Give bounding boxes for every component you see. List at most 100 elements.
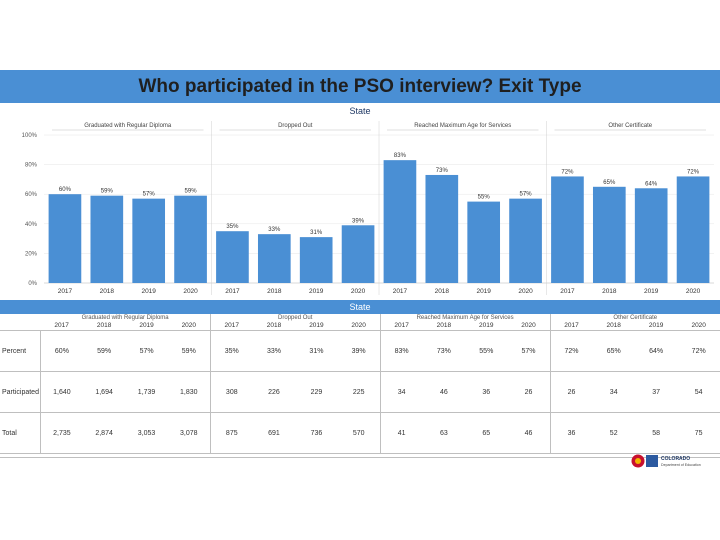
data-label: 35%	[226, 224, 239, 230]
table-cell: 52	[592, 412, 635, 454]
table-cell: 875	[209, 412, 253, 454]
x-tick-label: 2020	[518, 288, 533, 295]
y-tick-label: 20%	[25, 251, 38, 257]
x-tick-label: 2017	[225, 288, 240, 295]
table-cell: 308	[209, 371, 253, 413]
table-cell: 59%	[82, 330, 126, 372]
table-cell: 1,694	[82, 371, 126, 413]
x-tick-label: 2017	[58, 288, 73, 295]
data-label: 57%	[520, 192, 533, 198]
x-tick-label: 2017	[393, 288, 408, 295]
table-cell: 72%	[549, 330, 593, 372]
table-cell: 34	[379, 371, 423, 413]
table-cell: 57%	[507, 330, 551, 372]
table-cell: 31%	[295, 330, 338, 372]
table-cell: 36	[465, 371, 508, 413]
x-tick-label: 2019	[309, 288, 324, 295]
page-title: Who participated in the PSO interview? E…	[0, 70, 720, 103]
table-row: Total 2,735 2,874 3,053 3,078 875 691 736 570 41 6…	[0, 412, 720, 454]
table-year-header: 2019	[295, 321, 338, 331]
table-cell: 72%	[677, 330, 720, 372]
table-cell: 35%	[209, 330, 253, 372]
x-tick-label: 2020	[351, 288, 366, 295]
table-year-header: 2019	[125, 321, 168, 331]
table-year-header: 2019	[634, 321, 678, 331]
x-tick-label: 2019	[476, 288, 491, 295]
data-label: 33%	[268, 227, 281, 233]
colorado-education-logo: COLORADO Department of Education	[631, 454, 701, 468]
x-tick-label: 2018	[267, 288, 282, 295]
table-cell: 570	[337, 412, 381, 454]
table-cell: 2,735	[39, 412, 83, 454]
bar	[551, 176, 584, 283]
data-label: 83%	[394, 153, 407, 159]
table-cell: 54	[677, 371, 720, 413]
bar	[634, 188, 668, 283]
y-tick-label: 40%	[25, 222, 38, 228]
table-cell: 73%	[422, 330, 466, 372]
row-label: Participated	[0, 371, 41, 413]
x-tick-label: 2020	[183, 288, 198, 295]
table-cell: 37	[634, 371, 678, 413]
table-cell: 65	[465, 412, 508, 454]
bar	[676, 176, 710, 283]
data-label: 55%	[478, 195, 491, 201]
panel-header: Reached Maximum Age for Services	[414, 123, 511, 129]
table-corner	[0, 314, 40, 321]
chart-label: State	[349, 106, 370, 116]
table-cell: 226	[252, 371, 296, 413]
table-cell: 64%	[634, 330, 678, 372]
table-year-header: 2020	[167, 321, 211, 331]
divider	[0, 457, 720, 458]
data-table: Graduated with Regular Diploma Dropped Ou…	[0, 314, 720, 454]
table-year-header-row: 2017 2018 2019 2020 2017 2018 2019 2020 2017 2018…	[0, 321, 720, 331]
data-label: 31%	[310, 230, 323, 236]
table-year-header: 2017	[40, 321, 83, 331]
bar	[216, 231, 249, 283]
table-year-header: 2017	[209, 321, 253, 331]
bar-chart: State 0% 20% 40% 60% 80% 100% Graduated with Re…	[22, 106, 714, 295]
table-cell: 691	[252, 412, 296, 454]
x-tick-label: 2017	[560, 288, 575, 295]
y-tick-label: 60%	[25, 192, 38, 198]
table-cell: 3,053	[125, 412, 168, 454]
table-cell: 225	[337, 371, 381, 413]
table-cell: 33%	[252, 330, 296, 372]
table-year-header: 2020	[337, 321, 381, 331]
logo-line-1: COLORADO	[661, 456, 690, 462]
table-cell: 36	[549, 412, 593, 454]
data-label: 57%	[143, 192, 156, 198]
x-tick-label: 2018	[100, 288, 115, 295]
bar	[90, 195, 124, 283]
table-cell: 63	[422, 412, 466, 454]
bar	[383, 160, 417, 283]
data-label: 59%	[185, 189, 198, 195]
table-cell: 26	[549, 371, 593, 413]
data-label: 59%	[101, 189, 114, 195]
x-tick-label: 2020	[686, 288, 701, 295]
table-corner	[0, 321, 41, 331]
table-year-header: 2017	[379, 321, 423, 331]
x-tick-label: 2018	[435, 288, 450, 295]
panel-header: Dropped Out	[278, 123, 313, 129]
x-tick-label: 2018	[602, 288, 617, 295]
table-cell: 1,830	[167, 371, 211, 413]
bar	[341, 225, 375, 283]
table-cell: 60%	[39, 330, 83, 372]
table-year-header: 2018	[82, 321, 126, 331]
table-cell: 59%	[167, 330, 211, 372]
table-cell: 58	[634, 412, 678, 454]
table-cell: 34	[592, 371, 635, 413]
table-group-header-row: Graduated with Regular Diploma Dropped Ou…	[0, 314, 720, 321]
panel-header: Other Certificate	[608, 123, 652, 129]
table-row: Percent 60% 59% 57% 59% 35% 33% 31% 39% 83% 73% 55%…	[0, 330, 720, 372]
table-cell: 3,078	[167, 412, 211, 454]
table-cell: 75	[677, 412, 720, 454]
bar	[299, 237, 333, 283]
table-cell: 26	[507, 371, 551, 413]
bar	[509, 198, 542, 283]
data-label: 72%	[561, 169, 574, 175]
table-year-header: 2019	[465, 321, 508, 331]
y-tick-label: 0%	[28, 281, 37, 287]
data-label: 39%	[352, 218, 365, 224]
